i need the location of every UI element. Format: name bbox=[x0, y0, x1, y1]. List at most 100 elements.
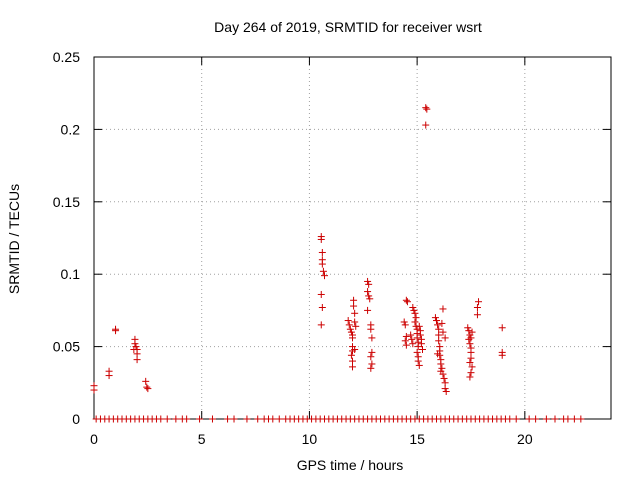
data-point bbox=[401, 337, 409, 345]
zero-point bbox=[243, 415, 251, 423]
data-point bbox=[498, 351, 506, 359]
data-point bbox=[351, 318, 359, 326]
data-point bbox=[130, 345, 138, 353]
data-point bbox=[442, 387, 450, 395]
data-point bbox=[417, 340, 425, 348]
data-point bbox=[364, 277, 372, 285]
data-point bbox=[413, 334, 421, 342]
zero-point bbox=[196, 415, 204, 423]
data-point bbox=[401, 321, 409, 329]
data-point bbox=[441, 385, 449, 393]
data-point bbox=[317, 321, 325, 329]
data-point bbox=[133, 356, 141, 364]
data-point bbox=[365, 280, 373, 288]
data-point bbox=[438, 364, 446, 372]
data-point bbox=[400, 318, 408, 326]
x-tick-label: 20 bbox=[517, 431, 533, 447]
data-point bbox=[410, 306, 418, 314]
y-tick-label: 0.05 bbox=[53, 339, 80, 355]
y-tick-label: 0.2 bbox=[61, 121, 81, 137]
data-point bbox=[439, 305, 447, 313]
data-point bbox=[415, 361, 423, 369]
data-point bbox=[105, 372, 113, 380]
zero-point bbox=[157, 415, 165, 423]
zero-point bbox=[183, 415, 191, 423]
data-point bbox=[416, 331, 424, 339]
data-point bbox=[439, 328, 447, 336]
data-point bbox=[467, 369, 475, 377]
data-point bbox=[467, 334, 475, 342]
zero-point bbox=[269, 415, 277, 423]
data-point bbox=[112, 327, 120, 335]
y-tick-label: 0.15 bbox=[53, 194, 80, 210]
data-point bbox=[466, 340, 474, 348]
data-point bbox=[403, 298, 411, 306]
data-point bbox=[422, 104, 430, 112]
y-axis-label: SRMTID / TECUs bbox=[6, 184, 22, 294]
data-point bbox=[344, 317, 352, 325]
data-point bbox=[351, 309, 359, 317]
data-point bbox=[143, 383, 151, 391]
data-point bbox=[409, 340, 417, 348]
data-point bbox=[368, 360, 376, 368]
data-point bbox=[402, 296, 410, 304]
data-point bbox=[466, 359, 474, 367]
data-point bbox=[435, 337, 443, 345]
data-point bbox=[468, 328, 476, 336]
data-point bbox=[364, 306, 372, 314]
data-point bbox=[319, 267, 327, 275]
data-point bbox=[317, 290, 325, 298]
zero-point bbox=[570, 415, 578, 423]
x-tick-label: 5 bbox=[198, 431, 206, 447]
data-point bbox=[90, 386, 98, 394]
data-point bbox=[317, 235, 325, 243]
zero-point bbox=[551, 415, 559, 423]
zero-point bbox=[506, 415, 514, 423]
data-point bbox=[347, 328, 355, 336]
data-point bbox=[402, 332, 410, 340]
data-point bbox=[131, 340, 139, 348]
data-point bbox=[475, 298, 483, 306]
data-point bbox=[422, 121, 430, 129]
data-point bbox=[349, 334, 356, 342]
data-point bbox=[142, 377, 150, 385]
data-point bbox=[318, 304, 326, 312]
data-point bbox=[367, 353, 375, 361]
data-point bbox=[318, 260, 326, 268]
data-point bbox=[419, 345, 427, 353]
data-point bbox=[364, 288, 372, 296]
data-point bbox=[437, 360, 445, 368]
data-point bbox=[498, 324, 506, 332]
data-point bbox=[437, 367, 445, 375]
x-tick-label: 10 bbox=[302, 431, 318, 447]
data-point bbox=[467, 354, 475, 362]
data-point bbox=[440, 374, 448, 382]
zero-point bbox=[564, 415, 572, 423]
data-point bbox=[368, 334, 376, 342]
data-point bbox=[414, 357, 422, 365]
data-point bbox=[468, 363, 476, 371]
data-point bbox=[346, 325, 354, 333]
data-point bbox=[431, 314, 439, 322]
x-axis-label: GPS time / hours bbox=[297, 457, 404, 473]
data-point bbox=[318, 248, 326, 256]
zero-point bbox=[512, 415, 520, 423]
zero-point bbox=[542, 415, 550, 423]
data-point bbox=[412, 314, 420, 322]
grid bbox=[94, 57, 611, 419]
data-point bbox=[351, 345, 359, 353]
chart-title: Day 264 of 2019, SRMTID for receiver wsr… bbox=[214, 19, 482, 35]
data-point bbox=[408, 335, 416, 343]
data-point bbox=[415, 322, 423, 330]
data-point bbox=[465, 327, 473, 335]
data-point bbox=[402, 341, 410, 349]
data-points bbox=[90, 104, 585, 423]
zero-point bbox=[224, 415, 232, 423]
x-tick-label: 15 bbox=[409, 431, 425, 447]
data-point bbox=[409, 304, 417, 312]
data-point bbox=[352, 322, 360, 330]
zero-point bbox=[275, 415, 283, 423]
zero-point bbox=[172, 415, 180, 423]
data-point bbox=[473, 304, 481, 312]
